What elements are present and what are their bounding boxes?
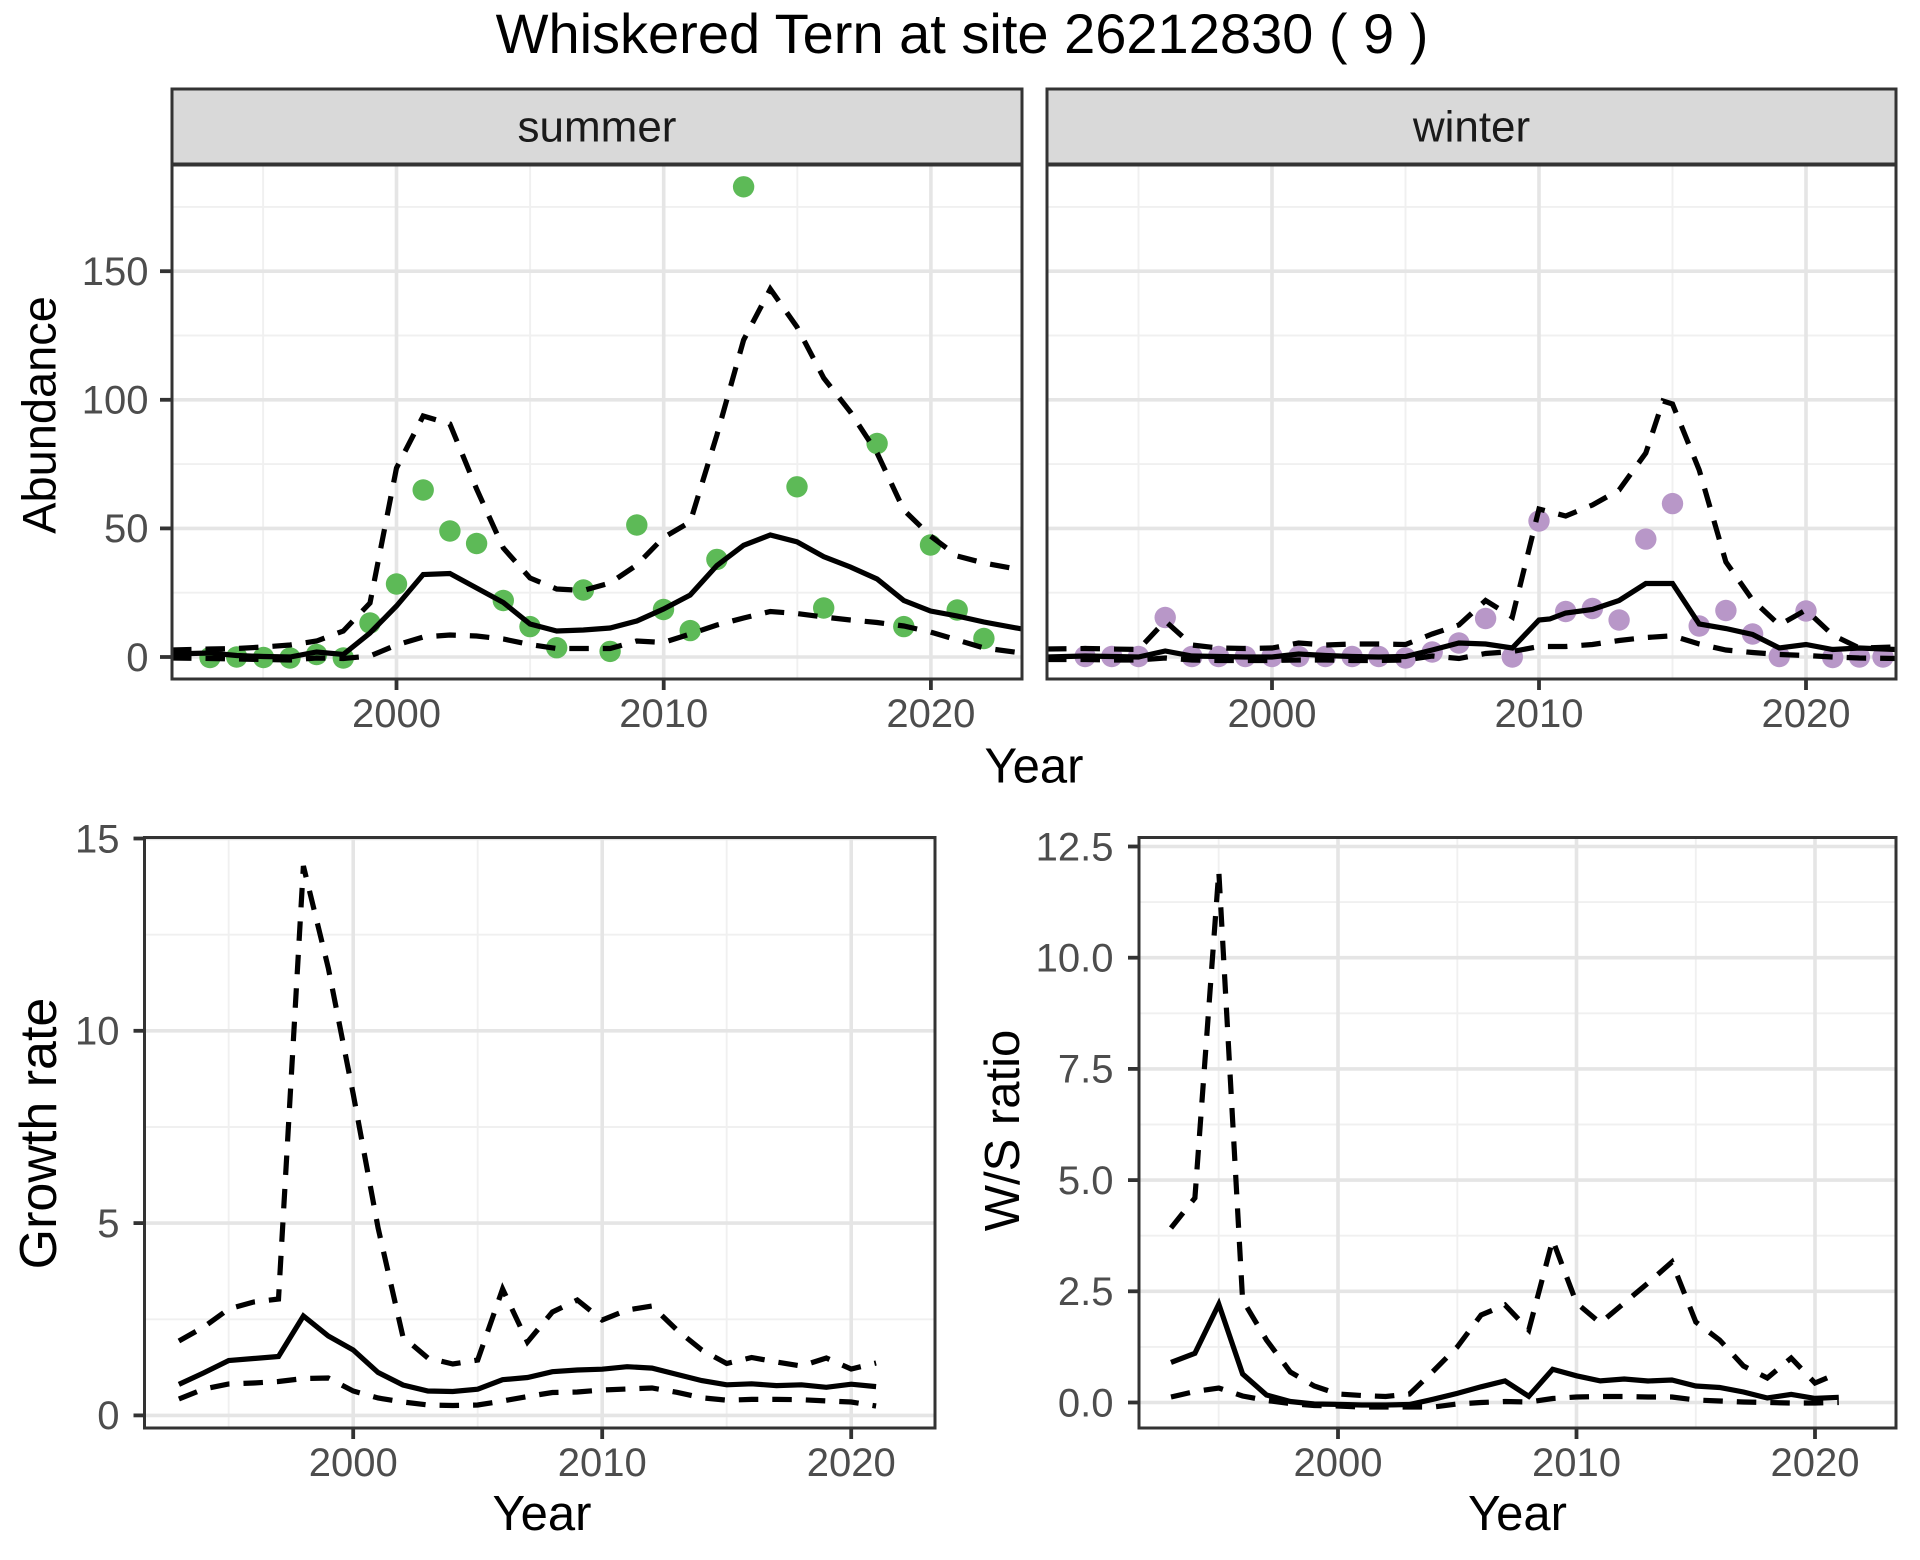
svg-text:2010: 2010 <box>558 1441 647 1485</box>
svg-text:0.0: 0.0 <box>1058 1381 1114 1425</box>
svg-text:Growth rate: Growth rate <box>10 998 68 1270</box>
svg-text:summer: summer <box>518 103 677 152</box>
svg-text:2020: 2020 <box>1762 692 1851 736</box>
svg-text:2010: 2010 <box>619 692 708 736</box>
svg-text:0: 0 <box>97 1394 119 1438</box>
svg-text:2020: 2020 <box>886 692 975 736</box>
svg-text:2000: 2000 <box>352 692 441 736</box>
svg-text:0: 0 <box>126 636 148 680</box>
svg-text:2020: 2020 <box>807 1441 896 1485</box>
svg-text:150: 150 <box>82 250 149 294</box>
svg-text:10: 10 <box>75 1010 120 1054</box>
svg-text:winter: winter <box>1412 103 1530 152</box>
svg-text:2.5: 2.5 <box>1058 1270 1114 1314</box>
svg-text:2010: 2010 <box>1495 692 1584 736</box>
svg-text:50: 50 <box>104 507 149 551</box>
svg-text:2000: 2000 <box>1294 1441 1383 1485</box>
svg-text:Year: Year <box>984 740 1083 794</box>
svg-text:2000: 2000 <box>1228 692 1317 736</box>
svg-text:Abundance: Abundance <box>13 296 66 534</box>
svg-text:15: 15 <box>75 817 120 861</box>
svg-text:7.5: 7.5 <box>1058 1048 1114 1092</box>
svg-text:Whiskered Tern at site 2621283: Whiskered Tern at site 26212830 ( 9 ) <box>496 2 1429 65</box>
svg-text:2010: 2010 <box>1532 1441 1621 1485</box>
svg-text:Year: Year <box>1468 1487 1567 1541</box>
svg-text:5: 5 <box>97 1202 119 1246</box>
svg-text:100: 100 <box>82 379 149 423</box>
svg-text:2020: 2020 <box>1771 1441 1860 1485</box>
svg-text:W/S ratio: W/S ratio <box>976 1030 1030 1231</box>
svg-text:12.5: 12.5 <box>1036 825 1114 869</box>
svg-text:5.0: 5.0 <box>1058 1159 1114 1203</box>
svg-text:10.0: 10.0 <box>1036 937 1114 981</box>
svg-text:Year: Year <box>492 1487 591 1541</box>
svg-text:2000: 2000 <box>309 1441 398 1485</box>
